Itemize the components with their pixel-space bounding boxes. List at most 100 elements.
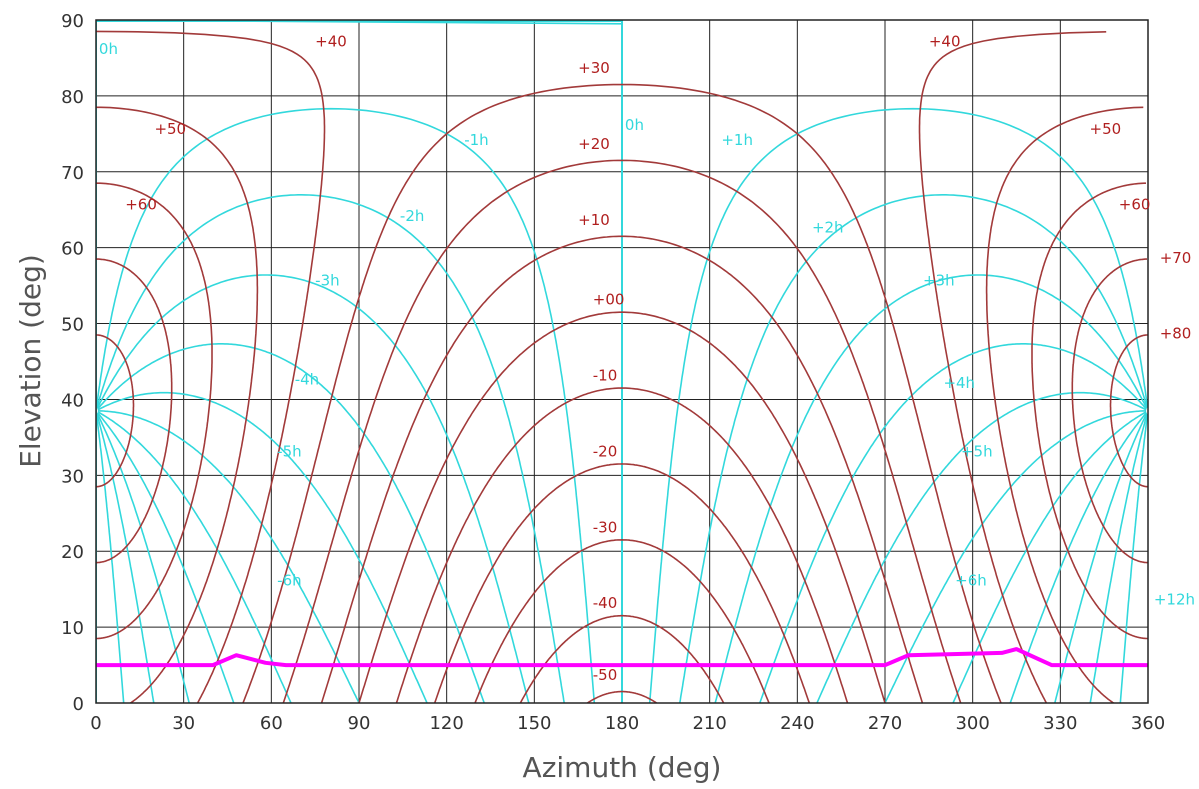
hour-angle-curve [97,410,360,703]
hour-angle-curve [96,412,235,703]
declination-label: -20 [593,442,618,460]
declination-curve [985,106,1144,703]
x-tick-label: 330 [1043,713,1077,734]
x-tick-label: 180 [605,713,639,734]
y-tick-label: 80 [61,87,84,108]
y-tick-label: 60 [61,239,84,260]
declination-label: +40 [929,33,961,51]
y-tick-label: 20 [61,542,84,563]
horizon-line [96,647,1148,668]
declination-label: -10 [593,366,618,384]
hour-angle-label: +2h [812,218,844,236]
hour-angle-curve [96,194,566,703]
declination-label: +20 [578,135,610,153]
declination-label: +60 [125,196,157,214]
plot-frame [95,19,1149,704]
declination-curve [320,235,924,703]
declination-curve [395,387,849,703]
hour-angle-curve [884,410,1147,703]
y-tick-label: 10 [61,618,84,639]
y-tick-label: 70 [61,163,84,184]
hour-angle-curve [1054,413,1148,703]
declination-label: +50 [1090,120,1122,138]
declination-curve [96,30,326,703]
y-tick-label: 50 [61,315,84,336]
x-axis-label: Azimuth (deg) [523,751,722,784]
x-tick-label: 90 [348,713,371,734]
declination-label: +50 [154,120,186,138]
declination-label: +70 [1160,249,1192,267]
hour-angle-curve [96,414,125,703]
declination-label: -50 [593,666,618,684]
hour-angle-curve [714,274,1148,703]
declination-curve [358,311,886,703]
hour-angle-label: -6h [277,571,301,589]
declination-curve [242,83,1002,703]
hour-angle-curve [1089,413,1148,703]
horizon-profile [96,647,1148,668]
hour-angle-curve [96,274,530,703]
hour-angle-curves [96,20,1148,703]
hour-angle-curve [758,343,1147,703]
x-tick-label: 0 [90,713,101,734]
hour-angle-label: +5h [961,442,993,460]
declination-label: +40 [315,33,347,51]
declination-curve [96,182,213,640]
x-tick-label: 270 [868,713,902,734]
declination-curve [96,106,259,703]
hour-angle-curve [97,343,486,703]
x-tick-label: 60 [260,713,283,734]
declination-label: -30 [593,518,618,536]
declination-labels: +40 +40 +30 +50 +50 +20 +60 +60 +10 +70 +00 +80 -10 -… [125,33,1191,685]
hour-angle-label: -2h [400,207,424,225]
hour-angle-labels: 0h 0h -1h +1h -2h +2h -3h +3h -4h +4h -5h +5h -6h +6h… [99,40,1195,608]
declination-curve [586,690,658,703]
y-axis-label: Elevation (deg) [14,254,47,468]
declination-curve [1071,258,1148,564]
declination-label: +30 [578,59,610,77]
declination-curve [96,334,135,488]
declination-curve [282,159,962,703]
declination-label: +80 [1160,325,1192,343]
hour-angle-curve [96,413,190,703]
declination-curves [96,30,1148,703]
y-axis-ticks: 0 10 20 30 40 50 60 70 80 90 [61,11,84,715]
x-tick-label: 150 [517,713,551,734]
hour-angle-label: +4h [943,374,975,392]
x-tick-label: 30 [172,713,195,734]
y-tick-label: 90 [61,11,84,32]
declination-curve [918,31,1107,703]
declination-label: +10 [578,211,610,229]
y-tick-label: 30 [61,466,84,487]
y-tick-label: 0 [73,694,84,715]
hour-angle-label: +3h [923,272,955,290]
hour-angle-label: +12h [1154,590,1195,608]
hour-angle-curve [97,391,428,703]
hour-angle-label: -4h [295,370,319,388]
curves [96,20,1148,703]
declination-label: +00 [593,291,625,309]
hour-angle-curve [1009,412,1148,703]
x-tick-label: 240 [780,713,814,734]
hour-angle-label: 0h [625,116,644,134]
declination-curve [1031,182,1148,640]
hour-angle-label: +6h [955,571,987,589]
hour-angle-label: -5h [277,442,301,460]
hour-angle-curve [1119,414,1148,703]
hour-angle-label: +1h [721,131,753,149]
y-tick-label: 40 [61,390,84,411]
declination-curve [433,463,811,703]
declination-label: -40 [593,594,618,612]
hour-angle-curve [952,411,1147,703]
x-tick-label: 300 [955,713,989,734]
x-axis-ticks: 0 30 60 90 120 150 180 210 240 270 300 330 360 [90,713,1165,734]
hour-angle-curve [96,107,596,703]
declination-curve [96,258,173,564]
x-tick-label: 360 [1131,713,1165,734]
hour-angle-curve [816,391,1147,703]
declination-label: +60 [1119,196,1151,214]
x-tick-label: 120 [429,713,463,734]
hour-angle-curve [678,194,1148,703]
x-tick-label: 210 [692,713,726,734]
